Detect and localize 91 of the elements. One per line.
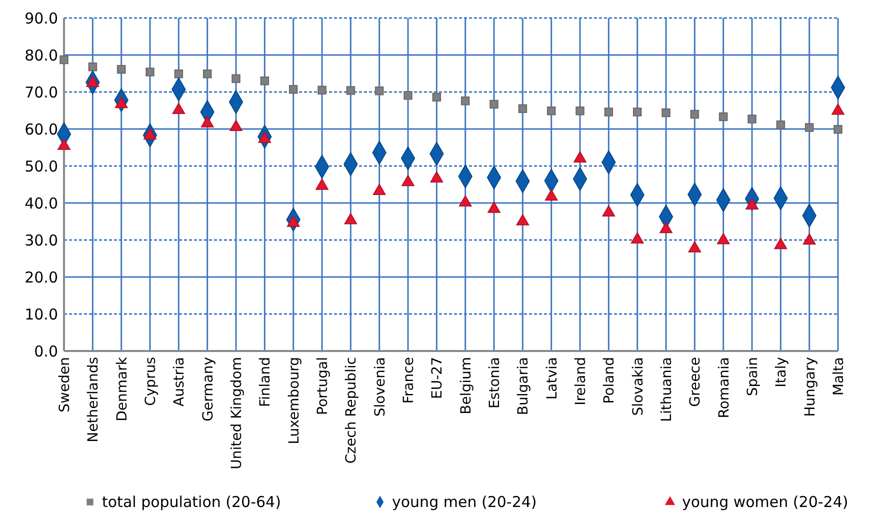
point [430, 171, 444, 182]
x-tick-label: Lithuania [659, 357, 675, 422]
x-tick-label: Latvia [544, 357, 560, 400]
x-tick-label: Romania [716, 357, 732, 418]
point [774, 238, 788, 250]
x-tick-label: Belgium [458, 357, 474, 414]
point [690, 110, 700, 119]
legend-label: total population (20-64) [102, 493, 281, 511]
y-tick-label: 30.0 [24, 231, 58, 250]
point [716, 233, 730, 244]
x-tick-label: EU-27 [430, 357, 446, 399]
x-tick-label: Malta [831, 357, 847, 396]
x-tick-label: Slovenia [372, 357, 388, 417]
point [604, 108, 614, 116]
point [402, 174, 414, 186]
point [718, 112, 728, 122]
y-tick-label: 80.0 [24, 46, 58, 64]
point [58, 138, 70, 150]
point [632, 108, 642, 116]
y-tick-label: 60.0 [24, 120, 58, 138]
point [230, 120, 242, 132]
x-tick-label: Italy [774, 357, 790, 388]
y-tick-label: 70.0 [24, 83, 58, 102]
point [346, 86, 356, 95]
x-tick-label: Germany [200, 357, 216, 422]
point [344, 213, 358, 224]
point [232, 74, 240, 84]
x-tick-label: United Kingdom [229, 357, 245, 470]
x-tick-label: Portugal [315, 357, 331, 415]
point [630, 232, 644, 244]
point [574, 151, 586, 162]
y-tick-label: 20.0 [24, 268, 58, 286]
point [490, 100, 498, 109]
point [172, 102, 186, 114]
x-tick-label: Denmark [114, 356, 130, 422]
y-tick-label: 90.0 [24, 9, 58, 28]
y-tick-label: 50.0 [24, 157, 58, 176]
point [202, 69, 212, 78]
y-tick-label: 40.0 [24, 194, 58, 212]
x-tick-label: Finland [258, 357, 274, 408]
point [748, 114, 756, 124]
point [488, 202, 500, 213]
point [576, 106, 584, 116]
point [802, 233, 816, 245]
point [260, 76, 270, 86]
point [432, 92, 442, 102]
point [688, 241, 702, 252]
point [116, 65, 126, 74]
point [318, 86, 326, 95]
x-tick-label: Sweden [57, 357, 73, 412]
x-tick-label: Greece [688, 357, 704, 407]
x-tick-label: Spain [745, 357, 761, 396]
point [88, 62, 98, 72]
point [516, 214, 530, 226]
x-tick-label: Poland [602, 357, 618, 404]
point [660, 222, 672, 234]
x-tick-label: Slovakia [630, 357, 646, 416]
point [374, 86, 384, 96]
point [200, 116, 214, 128]
point [404, 90, 412, 100]
y-tick-label: 0.0 [34, 342, 58, 360]
x-tick-label: Cyprus [143, 357, 159, 406]
point [544, 189, 558, 201]
x-tick-label: Austria [172, 357, 188, 406]
point [662, 108, 670, 118]
x-tick-label: France [401, 357, 417, 404]
x-tick-label: Hungary [802, 357, 818, 417]
point [60, 55, 68, 64]
x-tick-label: Bulgaria [516, 357, 532, 416]
point [804, 123, 814, 132]
x-tick-label: Netherlands [86, 357, 102, 442]
point [288, 85, 298, 94]
legend-label: young women (20-24) [682, 493, 848, 511]
point [546, 106, 556, 116]
point [458, 195, 472, 207]
point [146, 68, 154, 76]
x-tick-label: Luxembourg [286, 357, 302, 444]
point [316, 178, 328, 190]
point [832, 104, 844, 115]
point [518, 104, 528, 114]
point [776, 120, 786, 130]
x-tick-label: Ireland [573, 357, 589, 406]
point [460, 96, 470, 106]
point [372, 184, 386, 196]
point [602, 205, 616, 217]
point [834, 124, 842, 134]
y-tick-label: 10.0 [24, 305, 58, 324]
point [174, 69, 184, 78]
x-tick-label: Estonia [487, 357, 503, 409]
legend-label: young men (20-24) [392, 493, 537, 511]
x-tick-label: Czech Republic [344, 357, 360, 464]
